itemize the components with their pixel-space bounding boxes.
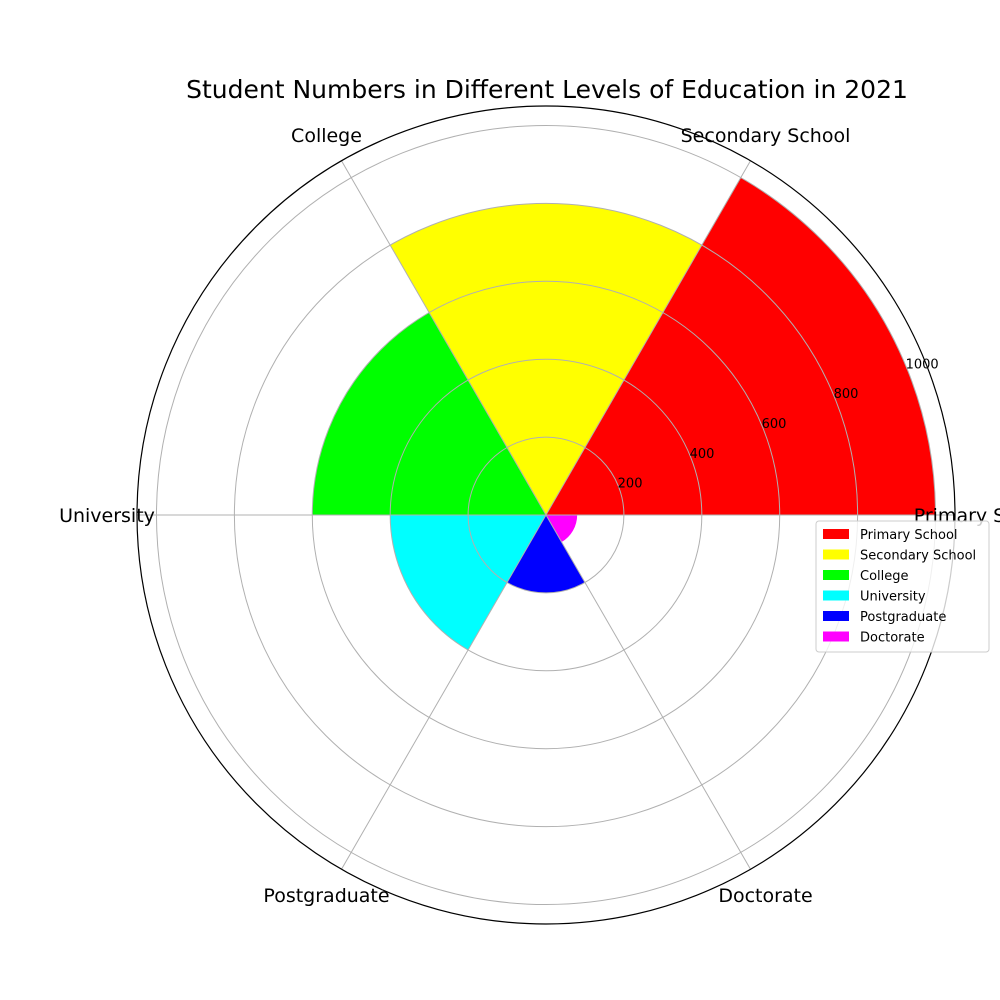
legend-label-university: University <box>860 590 926 605</box>
grid-spoke <box>545 514 751 870</box>
legend-label-doctorate: Doctorate <box>860 631 925 646</box>
bar-primary-school <box>546 177 936 516</box>
radial-tick-label: 800 <box>834 387 859 402</box>
legend-box <box>815 520 990 653</box>
legend-label-secondary-school: Secondary School <box>860 549 976 564</box>
legend-label-college: College <box>860 569 909 584</box>
legend-swatch-university <box>823 590 849 601</box>
legend-label-postgraduate: Postgraduate <box>860 610 946 625</box>
grid-group <box>137 124 955 906</box>
legend-swatch-primary-school <box>823 529 849 539</box>
radial-tick-label: 400 <box>690 447 715 462</box>
grid-spoke <box>341 160 547 516</box>
category-labels-group: Primary School Secondary School College Uni… <box>59 125 1000 907</box>
radial-tick-label: 200 <box>618 477 643 492</box>
legend-swatch-secondary-school <box>823 549 849 560</box>
bar-college <box>312 312 546 515</box>
bar-postgraduate <box>507 515 585 593</box>
radial-ticks-group: 200 400 600 800 1000 <box>618 357 939 491</box>
radial-tick-label: 1000 <box>906 357 939 372</box>
legend-swatch-college <box>823 570 849 580</box>
category-label-university: University <box>59 505 155 527</box>
legend-label-primary-school: Primary School <box>860 528 958 543</box>
polar-spine <box>136 105 956 925</box>
chart-title: Student Numbers in Different Levels of E… <box>186 75 908 104</box>
grid-spoke <box>545 160 751 516</box>
bar-doctorate <box>546 515 578 542</box>
legend-swatch-postgraduate <box>823 611 849 621</box>
polar-spine-group <box>136 105 956 925</box>
legend: Primary School Secondary School College Uni… <box>815 520 990 653</box>
radial-tick-label: 600 <box>762 417 787 432</box>
category-label-secondary-school: Secondary School <box>681 125 851 147</box>
bars-group <box>312 177 936 650</box>
bar-university <box>390 515 546 650</box>
grid-spoke <box>341 514 547 870</box>
category-label-postgraduate: Postgraduate <box>263 885 389 907</box>
legend-swatch-doctorate <box>823 631 849 642</box>
category-label-doctorate: Doctorate <box>718 885 812 907</box>
category-label-college: College <box>291 125 362 147</box>
